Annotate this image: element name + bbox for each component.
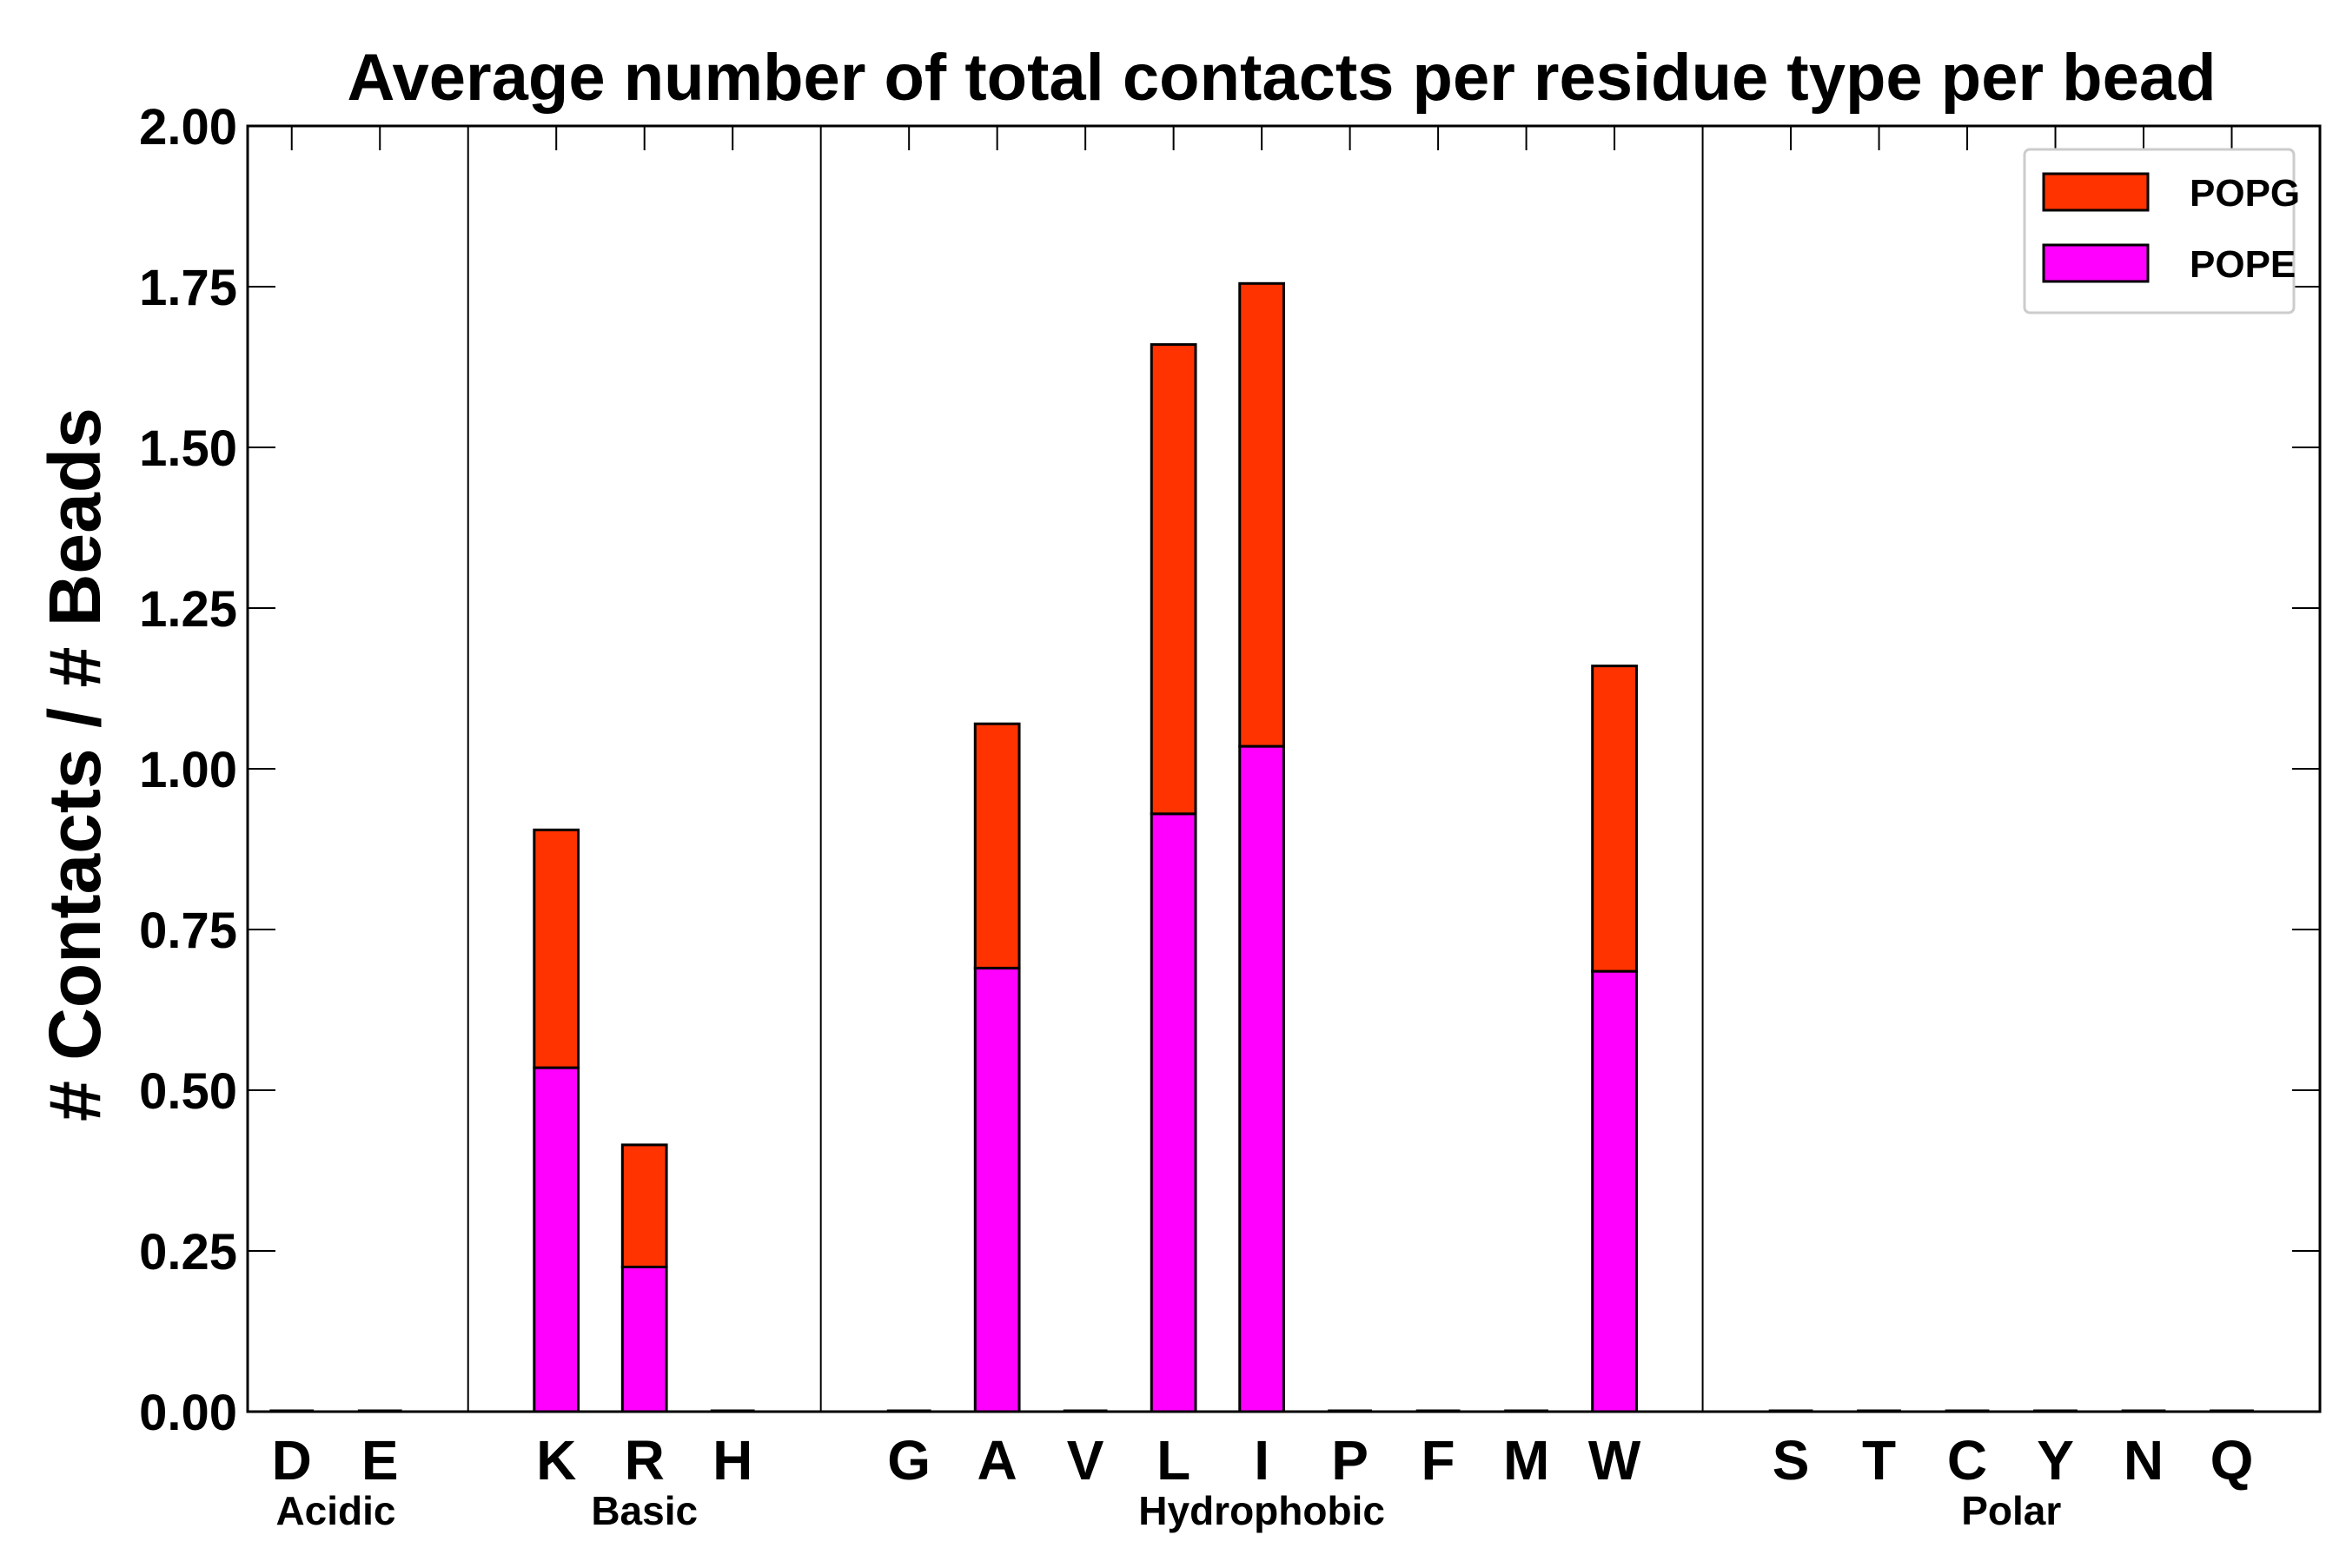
x-tick-label: A: [978, 1429, 1017, 1492]
group-labels: Acidic Basic Hydrophobic Polar: [275, 1488, 2061, 1533]
x-tick-label: D: [272, 1429, 312, 1492]
legend-swatch-pope: [2042, 243, 2150, 283]
x-tick-label: K: [536, 1429, 576, 1492]
y-tick-label: 0.25: [139, 1224, 237, 1280]
x-tick-label: M: [1503, 1429, 1549, 1492]
x-tick-label: T: [1862, 1429, 1896, 1492]
group-label-basic: Basic: [591, 1488, 698, 1533]
bar-popg-A: [973, 722, 1021, 969]
x-tick-label: G: [887, 1429, 931, 1492]
y-tick-label: 1.75: [139, 260, 237, 316]
x-tick-label: S: [1773, 1429, 1810, 1492]
x-tick-label: V: [1067, 1429, 1104, 1492]
bar-popg-W: [1591, 665, 1638, 973]
x-tick-label: E: [361, 1429, 399, 1492]
x-tick-label: W: [1588, 1429, 1641, 1492]
x-tick-label: P: [1331, 1429, 1368, 1492]
x-tick-label: H: [712, 1429, 752, 1492]
plot-frame: [246, 124, 2322, 1413]
legend-label-popg: POPG: [2190, 172, 2300, 215]
y-axis-label: # Contacts / # Beads: [34, 407, 116, 1121]
x-tick-label: R: [625, 1429, 665, 1492]
bar-popg-I: [1238, 281, 1286, 748]
bar-pope-I: [1238, 744, 1286, 1413]
y-tick-label: 1.25: [139, 581, 237, 638]
legend-swatch-popg: [2042, 172, 2150, 212]
group-label-acidic: Acidic: [275, 1488, 395, 1533]
y-tick-label: 0.00: [139, 1385, 237, 1441]
group-label-polar: Polar: [1961, 1488, 2061, 1533]
bar-pope-K: [533, 1066, 580, 1413]
legend-label-pope: POPE: [2190, 243, 2296, 286]
x-tick-label: L: [1156, 1429, 1190, 1492]
x-tick-label: F: [1422, 1429, 1455, 1492]
y-tick-label: 1.50: [139, 420, 237, 477]
bar-pope-W: [1591, 969, 1638, 1413]
y-ticks: 0.00 0.25 0.50 0.75 1.00 1.25 1.50 1.75 2.00: [139, 99, 2320, 1441]
bar-pope-L: [1150, 812, 1197, 1413]
x-tick-label: I: [1254, 1429, 1269, 1492]
legend: POPG POPE: [2023, 148, 2300, 314]
bar-popg-R: [620, 1143, 668, 1269]
y-tick-label: 2.00: [139, 99, 237, 155]
x-tick-label: Y: [2037, 1429, 2074, 1492]
y-tick-label: 0.75: [139, 903, 237, 959]
x-tick-label: N: [2124, 1429, 2164, 1492]
bars: [269, 281, 2254, 1413]
y-tick-label: 0.50: [139, 1063, 237, 1120]
group-separators: [467, 126, 1704, 1412]
chart-title: Average number of total contacts per res…: [347, 41, 2216, 115]
bar-popg-K: [533, 828, 580, 1069]
bar-pope-R: [620, 1266, 668, 1413]
x-tick-label: Q: [2210, 1429, 2254, 1492]
y-tick-label: 1.00: [139, 742, 237, 798]
group-label-hydrophobic: Hydrophobic: [1138, 1488, 1385, 1533]
bar-pope-A: [973, 966, 1021, 1413]
bar-popg-L: [1150, 343, 1197, 816]
x-tick-label: C: [1947, 1429, 1987, 1492]
